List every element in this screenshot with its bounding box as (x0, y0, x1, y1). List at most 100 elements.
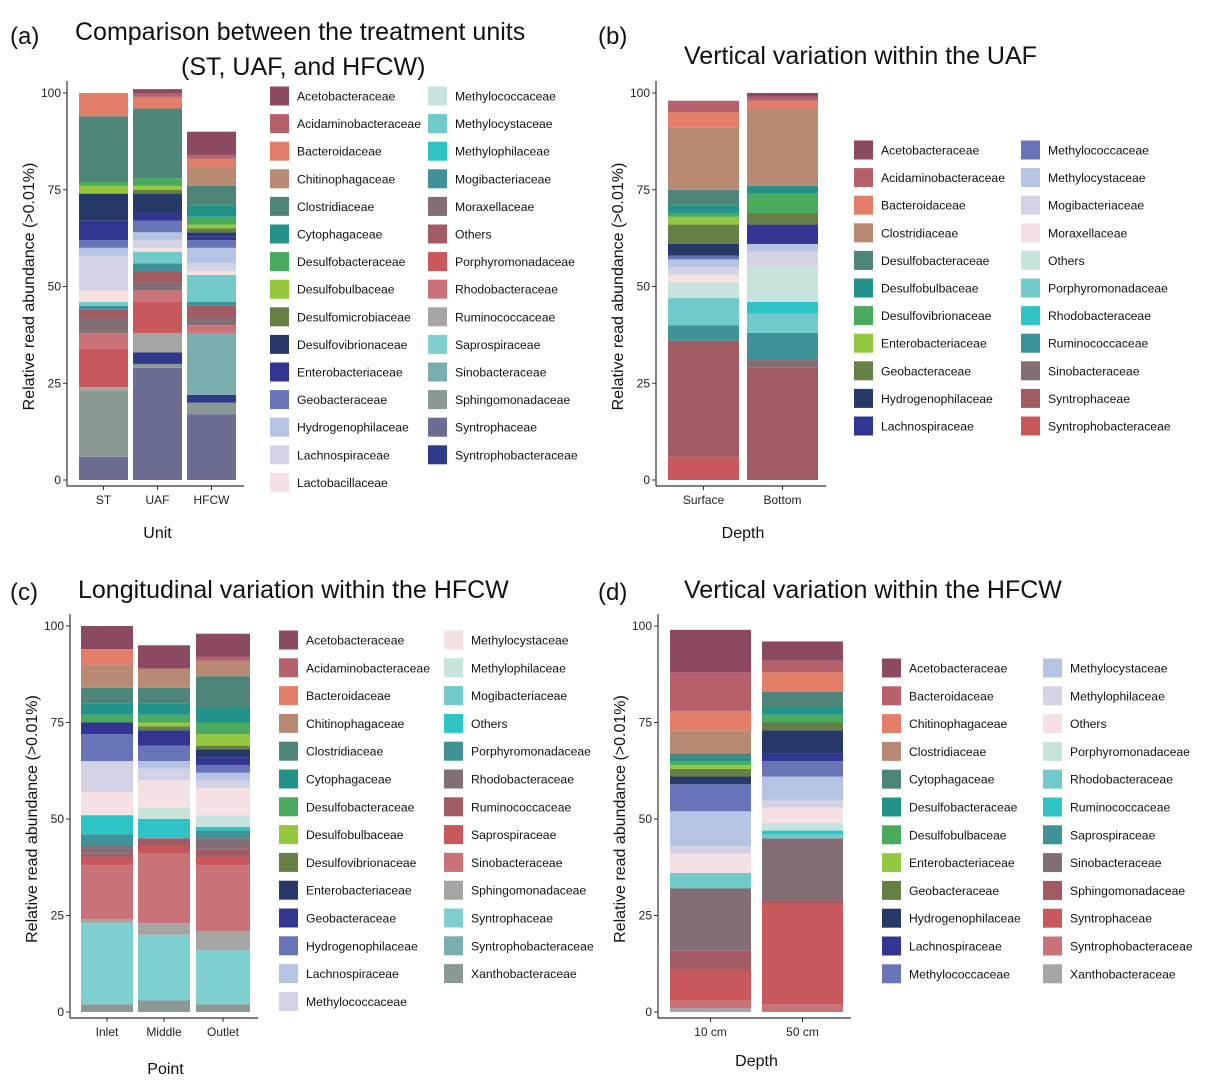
legend-swatch (854, 306, 873, 326)
bar-segment (670, 846, 751, 854)
bar-segment (133, 363, 182, 368)
y-axis-label: Relative read abundance (>0.01%) (610, 163, 627, 411)
legend-label: Porphyromonadaceae (471, 745, 591, 759)
bar-segment (79, 305, 128, 310)
legend-swatch (854, 388, 873, 408)
bar-segment (81, 1004, 133, 1012)
bar-segment (187, 205, 236, 217)
bar-segment (747, 301, 818, 314)
legend-swatch (444, 658, 463, 678)
legend-swatch (1043, 880, 1062, 900)
bar-segment (196, 656, 250, 661)
legend-label: Chitinophagaceae (909, 717, 1007, 731)
legend-swatch (279, 630, 298, 650)
legend-label: Methylococcaceae (455, 90, 556, 104)
bar-segment (747, 185, 818, 194)
legend-label: Enterobacteriaceae (297, 366, 403, 380)
legend-label: Acetobacteraceae (297, 90, 395, 104)
bar-segment (133, 232, 182, 241)
legend-label: Desulfobulbaceae (909, 828, 1007, 842)
bar-segment (668, 224, 739, 244)
legend-label: Acidaminobacteraceae (297, 117, 421, 131)
legend-swatch (1043, 686, 1062, 706)
legend-swatch (279, 964, 298, 984)
legend-swatch (428, 307, 447, 327)
legend-label: Hydrogenophilaceae (909, 912, 1021, 926)
y-tick-label: 0 (57, 1005, 64, 1019)
y-tick-label: 100 (44, 619, 64, 633)
legend-swatch (428, 86, 447, 106)
bar-segment (138, 853, 190, 924)
bar-segment (133, 220, 182, 233)
legend-label: Methylophilaceae (471, 661, 566, 675)
bar-segment (138, 768, 190, 781)
chart-title: Vertical variation within the HFCW (684, 576, 1062, 604)
bar-segment (668, 100, 739, 113)
bar-segment (762, 822, 843, 831)
legend-swatch (444, 936, 463, 956)
legend-swatch (428, 224, 447, 244)
legend-swatch (428, 279, 447, 299)
legend-label: Rhodobacteraceae (1070, 773, 1173, 787)
legend-label: Syntrophaceae (1070, 912, 1152, 926)
x-tick-label: UAF (146, 493, 170, 507)
bar-segment (762, 838, 843, 901)
bar-segment (133, 212, 182, 221)
bar-segment (187, 158, 236, 167)
legend-swatch (270, 472, 289, 492)
legend-label: Desulfobacteraceae (909, 801, 1018, 815)
legend-label: Xanthobacteraceae (471, 967, 577, 981)
bar-segment (81, 626, 133, 650)
chart-panel-3: (c) Longitudinal variation within the HFC… (10, 576, 594, 1078)
legend-label: Saprospiraceae (455, 338, 541, 352)
legend-swatch (444, 686, 463, 706)
legend-label: Desulfobulbaceae (297, 283, 395, 297)
bar-segment (138, 923, 190, 935)
bar-segment (196, 780, 250, 789)
legend-swatch (279, 936, 298, 956)
bar-segment (670, 753, 751, 758)
bar-segment (138, 761, 190, 769)
bar-segment (747, 243, 818, 252)
bar-segment (187, 263, 236, 272)
chart-panel-4: (d) Vertical variation within the HFCW 10 … (598, 576, 1193, 1070)
bar-segment (133, 282, 182, 291)
legend-label: Desulfovibrionaceae (881, 309, 992, 323)
legend-swatch (279, 713, 298, 733)
bar-segment (81, 815, 133, 835)
y-tick-label: 25 (639, 909, 653, 923)
legend-label: Geobacteraceae (881, 364, 971, 378)
legend-swatch (1043, 936, 1062, 956)
bar-segment (79, 301, 128, 306)
bar-segment (762, 691, 843, 708)
y-axis-label: Relative read abundance (>0.01%) (24, 695, 41, 943)
legend-label: Lachnospiraceae (909, 940, 1002, 954)
legend-swatch (428, 252, 447, 272)
legend-swatch (882, 936, 901, 956)
y-tick-label: 0 (645, 1005, 652, 1019)
x-tick-label: ST (96, 493, 112, 507)
legend-label: Desulfomicrobiaceae (297, 310, 411, 324)
bar-segment (196, 950, 250, 1005)
bar-segment (747, 212, 818, 225)
legend-swatch (428, 417, 447, 437)
legend-label: Others (455, 228, 492, 242)
bar-segment (196, 660, 250, 677)
bar-segment (196, 826, 250, 831)
legend-swatch (279, 769, 298, 789)
legend-label: Chitinophagaceae (306, 717, 404, 731)
legend-swatch (270, 417, 289, 437)
bar-segment (79, 348, 128, 388)
x-axis-label: Unit (143, 525, 172, 542)
bar-segment (138, 819, 190, 839)
legend-label: Hydrogenophilaceae (306, 939, 418, 953)
legend-swatch (270, 252, 289, 272)
legend-swatch (1021, 333, 1040, 353)
y-tick-label: 50 (637, 280, 651, 294)
bar-segment (79, 240, 128, 248)
bar-segment (762, 753, 843, 762)
legend-swatch (444, 908, 463, 928)
legend-label: Sinobacteraceae (1070, 856, 1162, 870)
legend-label: Bacteroidaceae (909, 689, 994, 703)
bar-segment (79, 193, 128, 221)
